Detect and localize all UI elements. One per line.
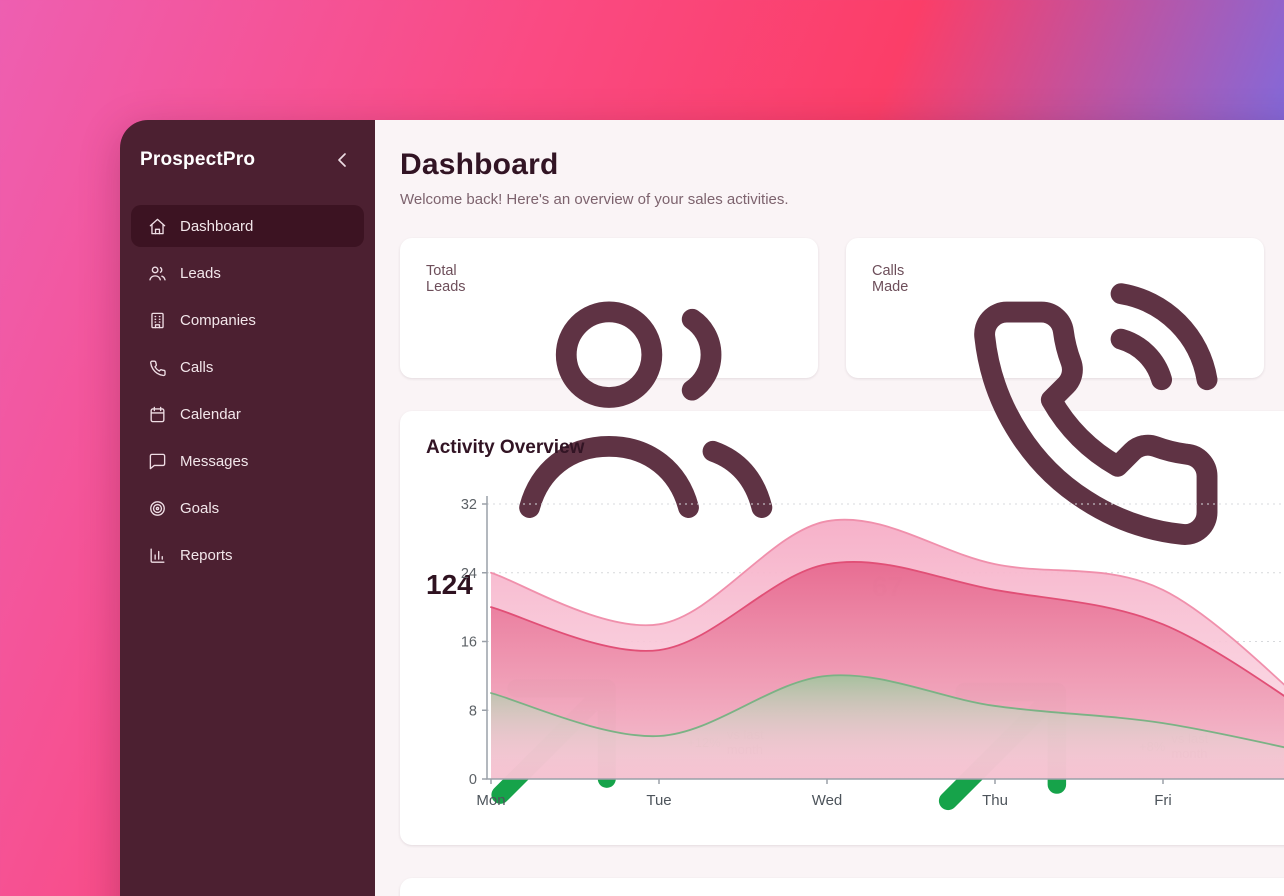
area-inner-green-band: [491, 675, 1284, 779]
sidebar-item-label: Calls: [180, 358, 214, 376]
stat-card-header: Calls Made: [872, 263, 1238, 563]
activity-chart: 08162432MonTueWedThuFriSat: [461, 496, 1284, 809]
main-content: Dashboard Welcome back! Here's an overvi…: [375, 120, 1284, 896]
calendar-icon: [148, 405, 167, 424]
app-title: ProspectPro: [140, 149, 256, 170]
xtick-label-Mon: Mon: [476, 792, 505, 809]
ytick-label-0: 0: [469, 772, 477, 788]
sidebar-item-calls[interactable]: Calls: [131, 346, 364, 388]
line-middle-rose-band: [490, 561, 1284, 697]
chart-icon: [148, 546, 167, 565]
stat-label: Total Leads: [426, 263, 466, 295]
sidebar-item-label: Leads: [180, 264, 221, 282]
ytick-label-16: 16: [461, 635, 477, 651]
sidebar-item-label: Dashboard: [180, 217, 254, 235]
sidebar-item-messages[interactable]: Messages: [131, 440, 364, 482]
stat-card-total-leads: Total Leads 124 +12% vs last month: [400, 238, 818, 805]
stat-label: Calls Made: [872, 263, 909, 295]
phone-call-icon: [943, 263, 1238, 563]
page-title: Dashboard: [400, 148, 559, 181]
ytick-label-8: 8: [469, 703, 477, 719]
users-icon: [148, 264, 167, 283]
sidebar-item-companies[interactable]: Companies: [131, 299, 364, 341]
users-icon: [499, 263, 792, 561]
sidebar-header: ProspectPro: [131, 146, 364, 174]
stat-value: 124: [426, 569, 473, 601]
line-inner-green-band: [490, 674, 1284, 749]
phone-icon: [148, 358, 167, 377]
line-outer-pink-band: [490, 518, 1284, 686]
sidebar-nav: Dashboard Leads Companies Calls Calendar Mess…: [131, 205, 364, 576]
ytick-label-24: 24: [461, 566, 477, 582]
sidebar-item-label: Companies: [180, 311, 256, 329]
sidebar-item-label: Calendar: [180, 405, 241, 423]
sidebar-item-label: Reports: [180, 546, 233, 564]
stats-row: Total Leads 124 +12% vs last month Calls…: [400, 238, 1284, 810]
sidebar-item-label: Goals: [180, 499, 220, 517]
stat-card-calls-made: Calls Made 67 +8% vs last month: [846, 238, 1264, 810]
sidebar-item-leads[interactable]: Leads: [131, 252, 364, 294]
sidebar-item-goals[interactable]: Goals: [131, 487, 364, 529]
building-icon: [148, 311, 167, 330]
stat-card-header: Total Leads: [426, 263, 792, 561]
app-window: ProspectPro Dashboard Leads Companies Calls…: [120, 120, 1284, 896]
chevron-left-icon: [331, 148, 355, 172]
lower-card: [400, 878, 1284, 896]
page-subtitle: Welcome back! Here's an overview of your…: [400, 191, 789, 208]
sidebar-collapse-button[interactable]: [331, 148, 355, 172]
xtick-label-Tue: Tue: [646, 792, 671, 809]
home-icon: [148, 217, 167, 236]
activity-overview-title: Activity Overview: [426, 437, 585, 458]
sidebar-item-calendar[interactable]: Calendar: [131, 393, 364, 435]
target-icon: [148, 499, 167, 518]
sidebar: ProspectPro Dashboard Leads Companies Calls…: [120, 120, 375, 896]
sidebar-item-dashboard[interactable]: Dashboard: [131, 205, 364, 247]
message-icon: [148, 452, 167, 471]
sidebar-item-label: Messages: [180, 452, 249, 470]
sidebar-item-reports[interactable]: Reports: [131, 534, 364, 576]
xtick-label-Thu: Thu: [982, 792, 1008, 809]
xtick-label-Fri: Fri: [1154, 792, 1172, 809]
ytick-label-32: 32: [461, 497, 477, 513]
xtick-label-Wed: Wed: [812, 792, 843, 809]
